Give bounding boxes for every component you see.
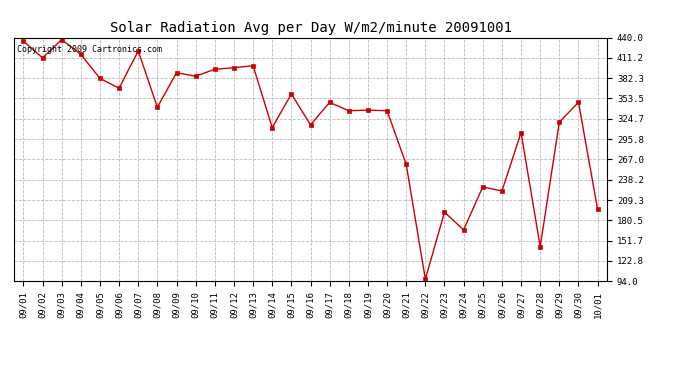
- Text: Copyright 2009 Cartronics.com: Copyright 2009 Cartronics.com: [17, 45, 161, 54]
- Title: Solar Radiation Avg per Day W/m2/minute 20091001: Solar Radiation Avg per Day W/m2/minute …: [110, 21, 511, 35]
